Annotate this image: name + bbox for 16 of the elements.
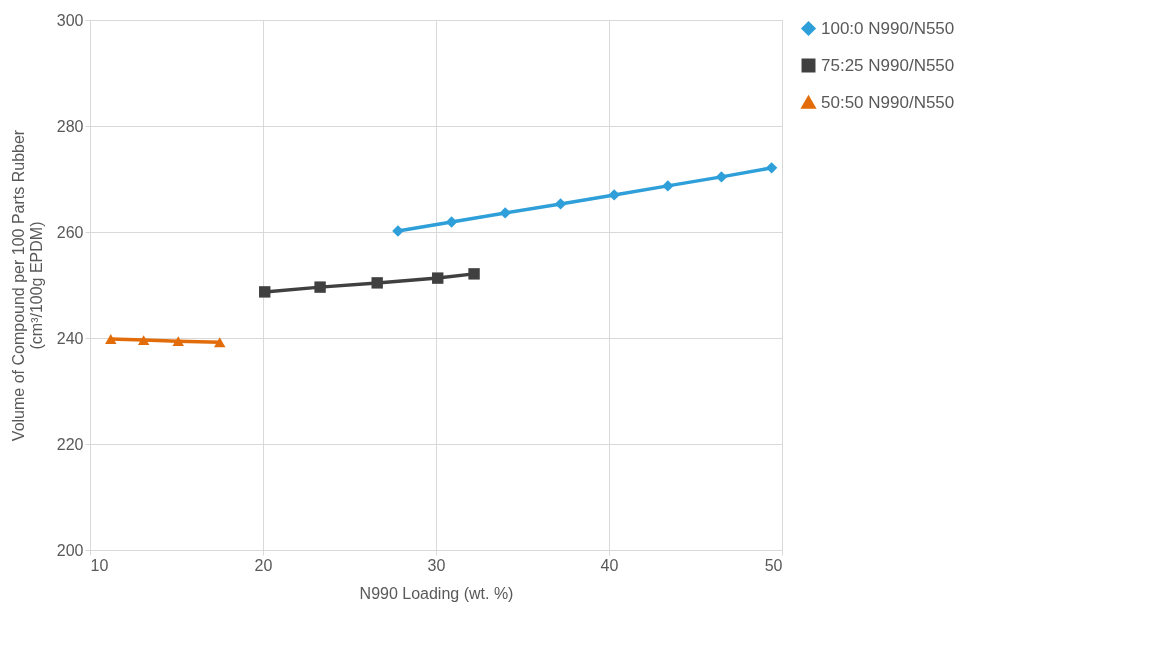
x-tick-label: 10 bbox=[90, 556, 109, 574]
y-axis-title: Volume of Compound per 100 Parts Rubber (cm³/100g EPDM) bbox=[9, 129, 45, 442]
x-tick-label: 40 bbox=[600, 556, 619, 574]
y-tick-label: 200 bbox=[56, 541, 84, 559]
legend-label: 100:0 N990/N550 bbox=[821, 18, 955, 38]
x-tick-label: 20 bbox=[254, 556, 273, 574]
x-tick-label: 50 bbox=[764, 556, 783, 574]
x-tick-label: 30 bbox=[427, 556, 446, 574]
y-tick-label: 240 bbox=[56, 329, 84, 347]
y-tick-label: 260 bbox=[56, 223, 84, 241]
legend-label: 50:50 N990/N550 bbox=[821, 92, 955, 112]
y-tick-label: 280 bbox=[56, 117, 84, 135]
legend-label: 75:25 N990/N550 bbox=[821, 55, 955, 75]
y-tick-label: 220 bbox=[56, 435, 84, 453]
y-tick-label: 300 bbox=[56, 11, 84, 29]
x-axis-title: N990 Loading (wt. %) bbox=[359, 584, 514, 602]
